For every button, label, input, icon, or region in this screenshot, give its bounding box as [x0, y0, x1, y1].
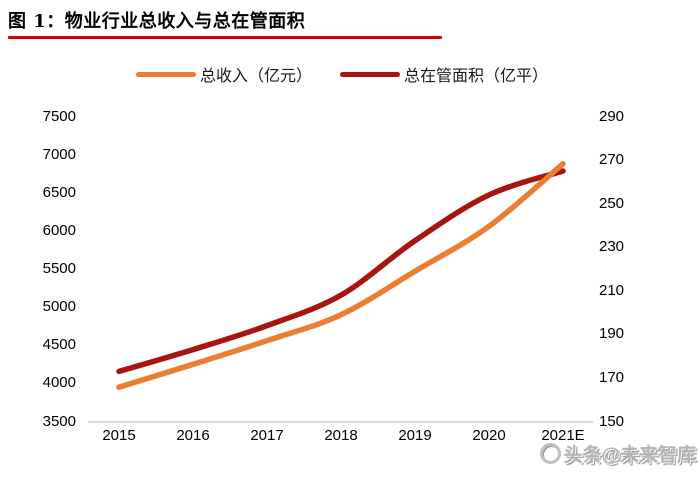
y-axis-right-tick: 170 [599, 368, 625, 386]
x-axis-baseline [88, 421, 593, 423]
chart-legend: 总收入（亿元） 总在管面积（亿平） [0, 62, 700, 86]
y-axis-left-tick: 5500 [42, 260, 76, 277]
y-axis-right-tick: 270 [599, 151, 625, 169]
toutiao-logo-icon [540, 443, 562, 464]
legend-item-revenue: 总收入（亿元） [136, 62, 312, 86]
x-axis-tick: 2018 [324, 427, 358, 444]
x-axis-tick: 2019 [398, 427, 432, 444]
legend-label-revenue: 总收入（亿元） [200, 66, 313, 85]
watermark: 头条@未来智库 [540, 440, 696, 467]
x-axis-tick: 2015 [102, 427, 136, 444]
title-underline [8, 36, 442, 39]
x-axis-tick: 2021E [541, 427, 585, 444]
y-axis-right-tick: 230 [599, 238, 625, 256]
y-axis-left-tick: 4500 [42, 336, 76, 354]
legend-item-managed-area: 总在管面积（亿平） [340, 62, 548, 86]
revenue-line [116, 161, 566, 390]
y-axis-left-tick: 3500 [42, 412, 76, 430]
y-axis-right-tick: 250 [599, 194, 625, 212]
x-axis-tick: 2020 [472, 427, 506, 444]
managed-area-line-swatch [340, 71, 400, 77]
managed-area-line [116, 168, 566, 375]
legend-label-managed-area: 总在管面积（亿平） [404, 66, 549, 85]
y-axis-right-tick: 150 [599, 412, 625, 430]
y-axis-right-tick: 190 [599, 325, 625, 343]
y-axis-left-tick: 4000 [42, 374, 76, 392]
y-axis-right-tick: 290 [599, 107, 625, 125]
x-axis-tick: 2017 [250, 427, 284, 444]
y-axis-right-tick: 210 [599, 281, 625, 299]
y-axis-left-tick: 6500 [42, 183, 76, 201]
y-axis-left-tick: 7500 [42, 107, 76, 125]
y-axis-left-tick: 5000 [42, 298, 76, 316]
figure-title: 图 1：物业行业总收入与总在管面积 [8, 11, 306, 32]
y-axis-left-tick: 7000 [42, 145, 76, 163]
x-axis-tick: 2016 [176, 427, 210, 444]
watermark-text: 头条@未来智库 [563, 445, 696, 466]
revenue-line-swatch [136, 71, 196, 77]
y-axis-left-tick: 6000 [42, 221, 76, 239]
